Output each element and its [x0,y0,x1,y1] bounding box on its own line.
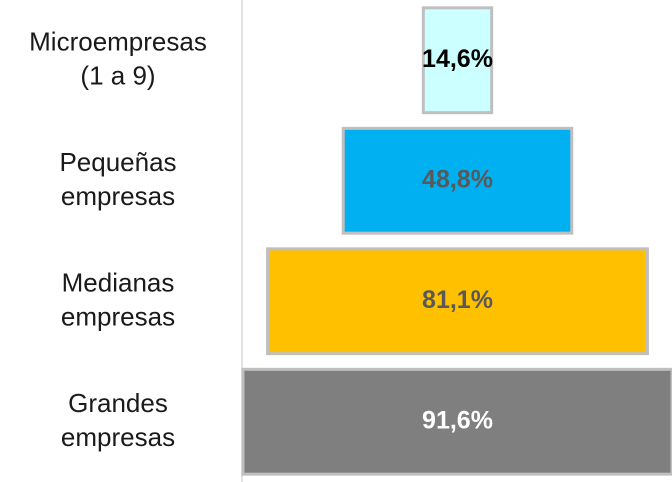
funnel-bar [421,6,494,115]
funnel-bar [266,247,649,356]
value-label: 91,6% [422,406,493,434]
funnel-bar [341,126,574,235]
funnel-bar [241,367,672,476]
value-label: 81,1% [422,286,493,314]
category-label: Medianas empresas [61,267,175,331]
category-label: Pequeñas empresas [59,147,176,211]
value-label: 48,8% [422,165,493,193]
value-label: 14,6% [422,45,493,73]
category-label: Grandes empresas [61,388,175,452]
category-label: Microempresas (1 a 9) [29,26,207,90]
